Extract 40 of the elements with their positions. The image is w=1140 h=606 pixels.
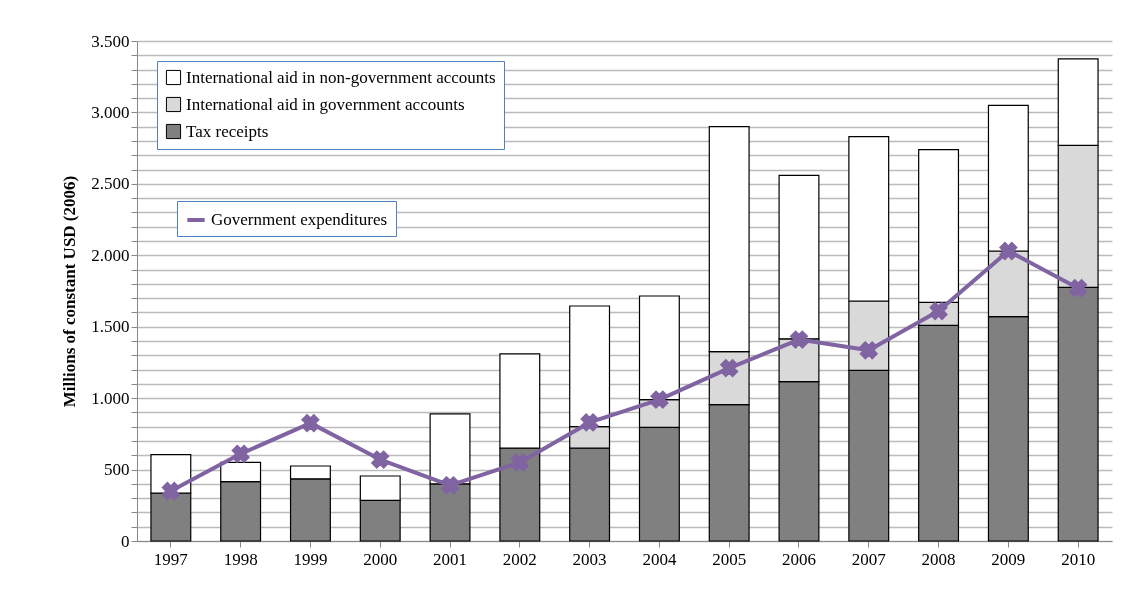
y-tick-label: 3.500 [91,31,130,51]
legend-label: Tax receipts [186,121,269,141]
y-tick-label: 2.500 [91,174,130,194]
point [161,482,180,500]
point [720,359,739,378]
x-tick-label: 2010 [1061,549,1096,569]
point [999,242,1018,260]
x-tick-label: 2004 [642,549,677,569]
y-tick-label: 0 [121,531,130,551]
y-tick-label: 1.000 [91,388,130,408]
x-tick-label: 2008 [921,549,956,569]
y-tick-label: 3.000 [91,102,130,122]
y-axis-title: Millions of constant USD (2006) [60,175,80,408]
x-tick-label: 2009 [991,549,1026,569]
legend-label: International aid in non-government accounts [186,67,496,87]
x-tick-label: 2006 [781,549,816,569]
point [371,450,390,469]
point [580,413,599,432]
point [510,453,529,472]
x-tick-label: 1997 [153,549,189,569]
y-tick-label: 500 [104,460,130,480]
x-tick-label: 1998 [223,549,258,569]
x-tick-label: 2007 [851,549,887,569]
y-tick-label: 1.500 [91,317,130,337]
legend-label: International aid in government accounts [186,94,465,114]
x-tick-label: 2002 [502,549,537,569]
y-tick-label: 2.000 [91,245,130,265]
legend-label: Government expenditures [211,210,388,229]
x-tick-label: 2003 [572,549,607,569]
x-tick-label: 1999 [293,549,328,569]
point [859,341,878,360]
x-tick-label: 2005 [712,549,747,569]
point [790,330,808,349]
point [231,444,250,463]
x-tick-label: 2001 [433,549,468,569]
point [441,476,459,495]
point [650,390,669,409]
point [301,414,320,433]
point [1069,279,1088,298]
x-tick-label: 2000 [363,549,398,569]
